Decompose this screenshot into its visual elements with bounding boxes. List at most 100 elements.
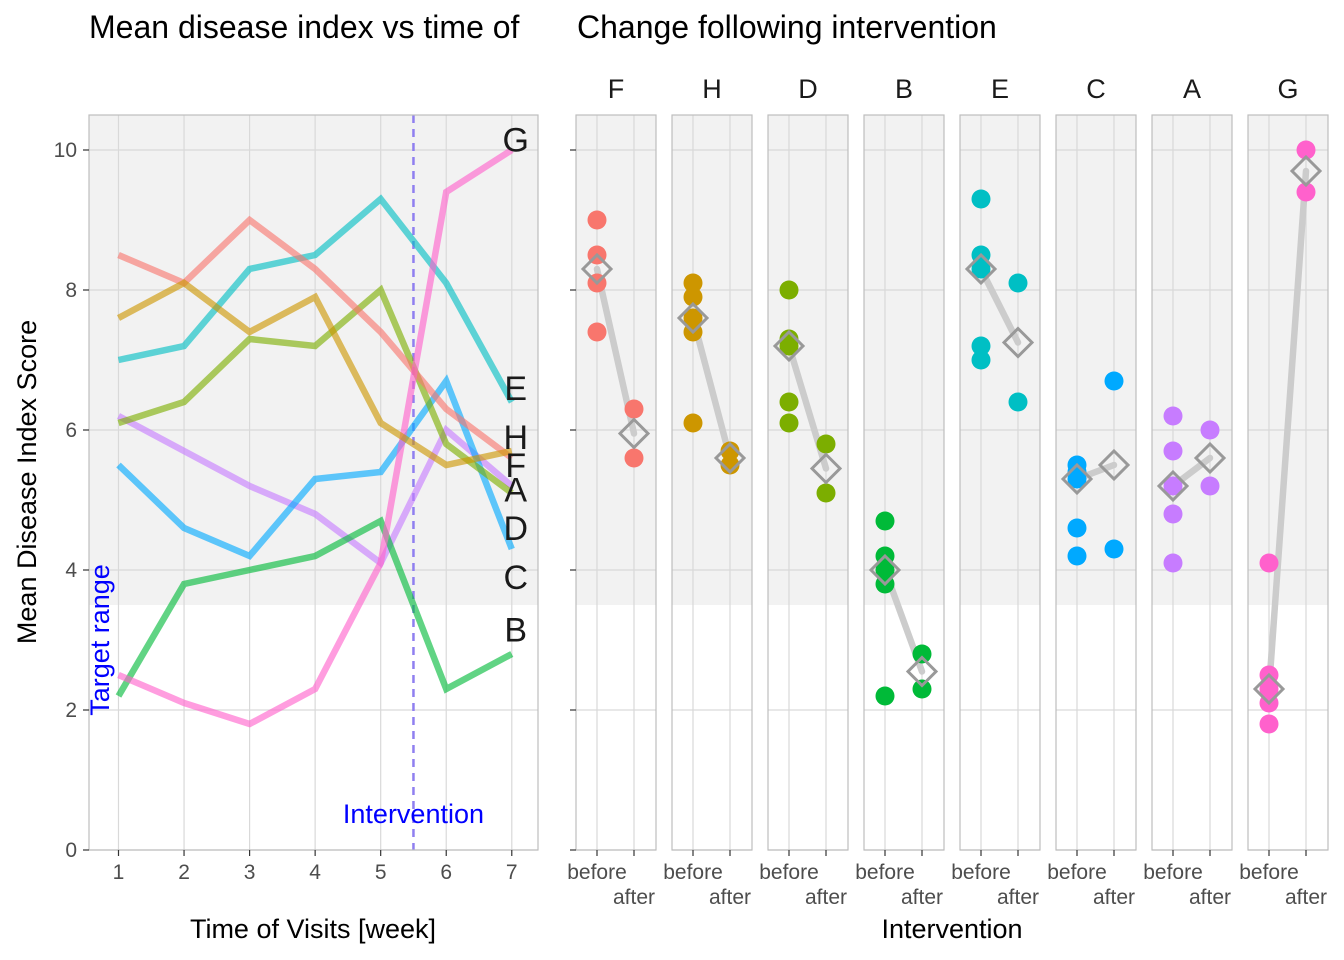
point-after bbox=[1296, 140, 1316, 160]
mean-after-marker bbox=[1289, 154, 1323, 188]
facet-shaded-region bbox=[864, 115, 944, 605]
mean-after-marker bbox=[809, 452, 843, 485]
facet-x-tick-label-after: after bbox=[709, 886, 751, 909]
end-label-H: H bbox=[503, 419, 528, 457]
point-before bbox=[1067, 469, 1087, 489]
point-before bbox=[971, 350, 991, 370]
facet-x-tick-label-after: after bbox=[1093, 886, 1135, 909]
end-label-G: G bbox=[503, 122, 529, 160]
left-y-tick-label: 8 bbox=[65, 279, 77, 302]
facet-shaded-region bbox=[768, 115, 848, 605]
end-label-F: F bbox=[505, 447, 526, 485]
point-before bbox=[779, 392, 799, 412]
mean-before-marker bbox=[964, 252, 998, 286]
facet-border bbox=[1055, 114, 1137, 851]
mean-change-line bbox=[1265, 167, 1310, 693]
facet-x-tick-label-before: before bbox=[1047, 861, 1107, 884]
facet-x-tick-label-after: after bbox=[997, 886, 1039, 909]
point-before bbox=[1067, 546, 1087, 566]
right-x-axis-title: Intervention bbox=[881, 914, 1022, 944]
mean-after-marker bbox=[905, 655, 939, 688]
facet-shaded-region bbox=[1248, 115, 1328, 605]
mean-change-line bbox=[689, 314, 734, 462]
facet-border bbox=[575, 114, 657, 851]
facet-shaded-region bbox=[672, 115, 752, 605]
facet-strip-label: E bbox=[991, 74, 1009, 104]
point-before bbox=[1163, 553, 1183, 573]
facet-x-tick-label-before: before bbox=[1143, 861, 1203, 884]
facet-border bbox=[1151, 114, 1233, 851]
series-line-G bbox=[117, 147, 514, 728]
left-panel-shaded-region bbox=[89, 115, 538, 605]
facet-strip-label: C bbox=[1086, 74, 1106, 104]
point-before bbox=[1163, 441, 1183, 461]
facet-x-tick-label-after: after bbox=[1285, 886, 1327, 909]
facet-shaded-region bbox=[1152, 115, 1232, 605]
mean-before-marker bbox=[868, 553, 902, 587]
facet-x-tick-label-before: before bbox=[855, 861, 915, 884]
point-before bbox=[875, 560, 895, 580]
left-panel-series bbox=[115, 147, 515, 728]
facet-x-tick-label-before: before bbox=[1239, 861, 1299, 884]
point-before bbox=[971, 259, 991, 279]
mean-after-marker bbox=[617, 417, 651, 450]
mean-before-marker bbox=[772, 329, 806, 363]
left-y-tick-label: 0 bbox=[65, 839, 77, 862]
left-x-tick-label: 2 bbox=[178, 861, 190, 884]
series-line-E bbox=[117, 194, 515, 404]
right-y-ticks bbox=[570, 149, 576, 851]
facet-x-tick-label-after: after bbox=[1189, 886, 1231, 909]
left-panel-grid bbox=[89, 115, 538, 851]
point-before bbox=[1259, 679, 1279, 699]
end-label-E: E bbox=[504, 370, 527, 408]
point-before bbox=[587, 322, 607, 342]
series-line-C bbox=[116, 374, 515, 560]
point-before bbox=[683, 308, 703, 328]
facet-x-tick-label-after: after bbox=[805, 886, 847, 909]
target-range-label: Target range bbox=[85, 564, 115, 716]
point-before bbox=[683, 273, 703, 293]
left-title-clip bbox=[551, 0, 576, 60]
point-before bbox=[587, 210, 607, 230]
facet-border bbox=[767, 114, 849, 851]
facet-strip-label: F bbox=[608, 74, 625, 104]
mean-change-line bbox=[977, 265, 1022, 346]
facet-shaded-region bbox=[1056, 115, 1136, 605]
end-label-A: A bbox=[504, 472, 527, 510]
point-after bbox=[624, 448, 644, 468]
left-x-tick-label: 4 bbox=[309, 861, 321, 884]
point-after bbox=[1296, 182, 1316, 202]
facet-border bbox=[863, 114, 945, 851]
right-panel-facets: FbeforeafterHbeforeafterDbeforeafterBbef… bbox=[567, 74, 1329, 909]
point-after bbox=[1008, 392, 1028, 412]
mean-before-marker bbox=[1060, 462, 1094, 496]
mean-after-marker bbox=[1097, 448, 1131, 482]
point-before bbox=[683, 413, 703, 433]
y-axis-title: Mean Disease Index Score bbox=[12, 320, 42, 644]
mean-after-marker bbox=[713, 441, 747, 475]
point-after bbox=[1200, 420, 1220, 440]
facet-x-tick-label-before: before bbox=[951, 861, 1011, 884]
left-x-ticks: 1 2 3 4 5 6 7 bbox=[113, 850, 518, 884]
point-after bbox=[1104, 539, 1124, 559]
point-after bbox=[1104, 371, 1124, 391]
left-x-tick-label: 5 bbox=[375, 861, 387, 884]
point-after bbox=[720, 455, 740, 475]
point-after bbox=[624, 399, 644, 419]
point-before bbox=[683, 287, 703, 307]
point-after bbox=[1200, 476, 1220, 496]
point-after bbox=[1008, 273, 1028, 293]
left-x-tick-label: 3 bbox=[244, 861, 256, 884]
right-chart-title: Change following intervention bbox=[577, 9, 997, 45]
point-before bbox=[1067, 518, 1087, 538]
facet-x-tick-label-after: after bbox=[613, 886, 655, 909]
point-before bbox=[1259, 553, 1279, 573]
point-after bbox=[816, 483, 836, 503]
